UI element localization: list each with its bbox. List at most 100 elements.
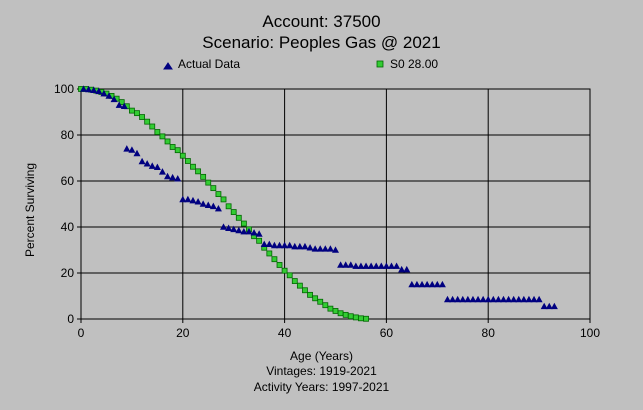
actual-data-point (164, 172, 172, 180)
actual-data-point (209, 202, 217, 210)
x-tick-label: 60 (380, 326, 394, 340)
actual-data-point (270, 241, 278, 249)
actual-data-point (550, 302, 558, 310)
actual-data-point (85, 85, 93, 93)
actual-data-point (428, 280, 436, 288)
y-tick-label: 60 (61, 174, 75, 188)
actual-data-point (433, 280, 441, 288)
actual-data-point (352, 262, 360, 269)
axis-ticks: 0 20 40 60 80 100 0 20 40 60 80 100 (54, 82, 600, 340)
actual-data-point (123, 145, 131, 152)
actual-data-point (143, 160, 151, 167)
chart-title: Account: 37500 (262, 12, 381, 31)
actual-data-point (393, 262, 401, 269)
actual-data-point (367, 262, 375, 269)
actual-data-point (540, 302, 548, 310)
actual-data-point (220, 223, 228, 230)
actual-data-point (169, 173, 177, 181)
s0-point (195, 168, 201, 175)
s0-point (271, 256, 278, 263)
legend-label-s0: S0 28.00 (390, 57, 438, 71)
s0-point (144, 118, 151, 125)
s0-point (317, 298, 324, 305)
legend: Actual Data S0 28.00 (163, 57, 438, 71)
actual-data-point (398, 265, 406, 273)
s0-point (169, 144, 176, 150)
actual-data-point (179, 195, 187, 203)
actual-data-point (199, 200, 207, 207)
actual-data-point (128, 146, 136, 153)
s0-point (322, 302, 329, 309)
s0-point (337, 310, 344, 317)
s0-point (296, 282, 303, 289)
s0-point (235, 214, 242, 221)
s0-point (240, 220, 247, 227)
y-tick-label: 20 (61, 266, 75, 280)
actual-data-point (245, 227, 253, 235)
series-s0-28 (78, 86, 369, 322)
actual-data-point (250, 229, 258, 236)
actual-data-point (408, 280, 416, 288)
x-axis-label: Age (Years) (290, 349, 353, 363)
actual-data-point (459, 295, 467, 303)
actual-data-point (545, 302, 553, 310)
actual-data-point (387, 262, 395, 269)
y-tick-label: 100 (54, 82, 74, 96)
actual-data-point (449, 295, 457, 303)
actual-data-point (382, 262, 390, 269)
actual-data-point (306, 244, 314, 251)
actual-data-point (286, 241, 294, 249)
actual-data-point (316, 245, 324, 252)
actual-data-point (337, 261, 345, 268)
s0-point (139, 114, 145, 120)
actual-data-point (443, 295, 451, 303)
actual-data-point (260, 240, 268, 248)
actual-data-point (281, 241, 289, 249)
s0-point (312, 295, 319, 302)
actual-data-point (489, 295, 497, 303)
s0-point (363, 315, 369, 322)
actual-data-point (120, 102, 128, 110)
actual-data-point (499, 295, 507, 303)
y-axis-label: Percent Surviving (23, 162, 37, 258)
actual-data-point (326, 245, 334, 252)
s0-point (281, 267, 288, 274)
s0-point (154, 129, 161, 135)
actual-data-point (235, 226, 243, 234)
s0-point (332, 308, 339, 314)
actual-data-point (105, 92, 113, 99)
actual-data-point (95, 87, 103, 95)
actual-data-point (494, 295, 502, 303)
actual-data-point (474, 295, 482, 303)
actual-data-point (423, 280, 431, 288)
actual-data-point (347, 261, 355, 268)
actual-data-point (276, 241, 284, 249)
actual-data-point (438, 280, 446, 288)
s0-point (220, 196, 227, 203)
x-tick-label: 0 (78, 326, 85, 340)
actual-data-point (505, 295, 513, 303)
x-tick-label: 40 (278, 326, 292, 340)
x-tick-label: 80 (482, 326, 496, 340)
actual-data-point (357, 262, 365, 269)
s0-point (327, 305, 334, 312)
series-actual-data (80, 85, 558, 310)
y-tick-label: 80 (61, 128, 75, 142)
grid (81, 89, 590, 319)
s0-point (174, 147, 181, 154)
s0-point (225, 203, 232, 210)
actual-data-point (255, 230, 263, 237)
legend-marker-actual (163, 62, 173, 70)
s0-point (128, 107, 135, 114)
actual-data-point (115, 101, 123, 108)
actual-data-point (291, 242, 299, 250)
s0-point (342, 311, 349, 318)
y-tick-label: 0 (67, 312, 74, 326)
s0-point (256, 237, 263, 244)
actual-data-point (225, 224, 233, 231)
legend-label-actual: Actual Data (178, 57, 240, 71)
actual-data-point (515, 295, 523, 303)
actual-data-point (530, 295, 538, 303)
y-tick-label: 40 (61, 220, 75, 234)
